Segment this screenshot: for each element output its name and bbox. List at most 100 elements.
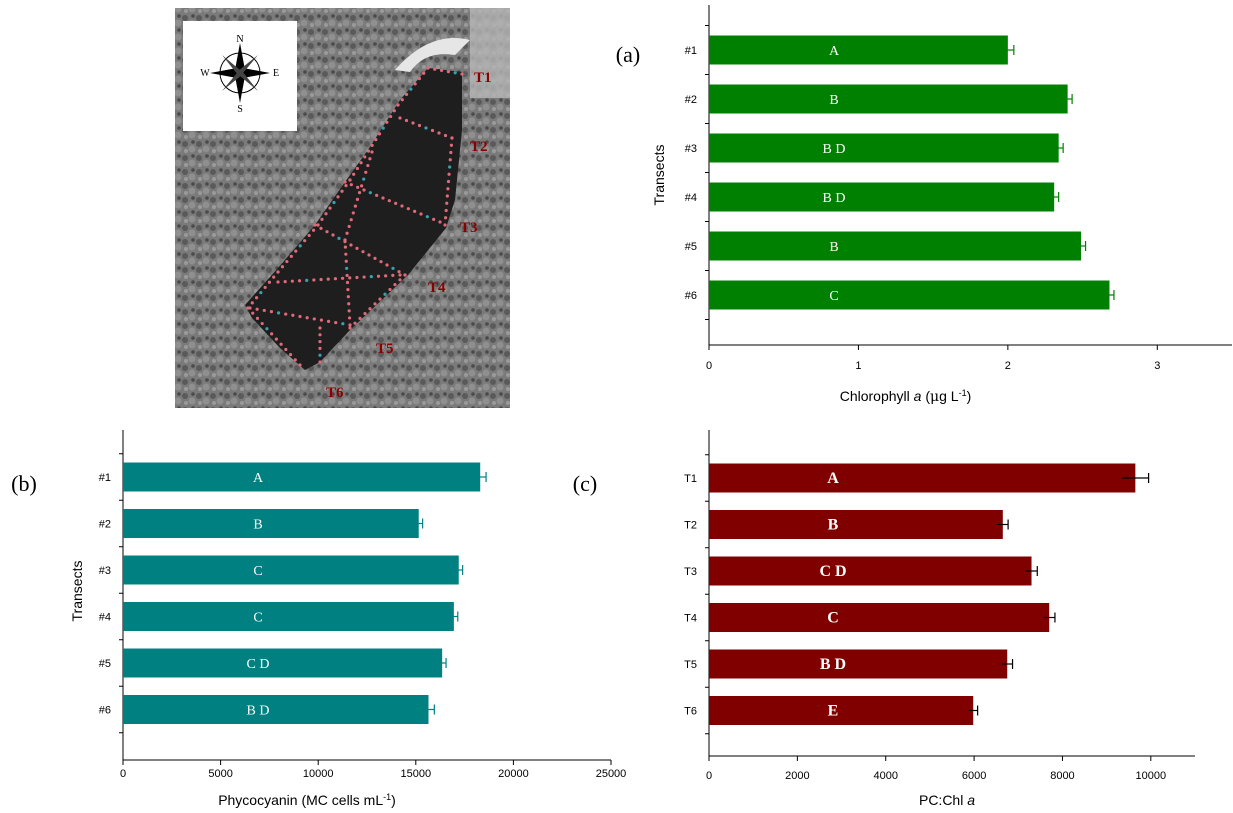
transect-dot — [346, 287, 350, 292]
transect-dot — [358, 316, 362, 320]
transect-dot — [298, 244, 302, 248]
transect-dot — [349, 183, 353, 187]
compass-rose-icon: N S E W — [183, 21, 297, 131]
transect-dot — [375, 193, 379, 197]
transect-dot — [445, 201, 449, 205]
chart-b-phycocyanin: (b) 0 5000 10000 15000 20000 25000 #1 A #2 B #3 C #4 C… — [11, 430, 626, 808]
transect-dot — [373, 302, 377, 306]
transect-dot — [449, 143, 454, 147]
transect-dot — [305, 278, 309, 282]
transect-dot — [432, 217, 436, 221]
transect-dot — [307, 233, 311, 238]
transect-dot — [334, 320, 338, 325]
transect-dot — [366, 163, 370, 168]
group-letter-label: A — [827, 470, 839, 487]
transect-dot — [453, 71, 457, 75]
transect-dot — [288, 353, 293, 357]
bar-b-4 — [123, 602, 454, 631]
transect-dot — [355, 197, 360, 201]
x-tick-label: 2000 — [785, 770, 809, 782]
transect-dot — [283, 279, 287, 284]
x-tick-label: 0 — [706, 360, 712, 372]
map-transect-label-t5: T5 — [376, 341, 394, 357]
bar-a-1 — [709, 35, 1008, 65]
transect-dot — [337, 236, 341, 240]
bar-b-2 — [123, 509, 419, 538]
transect-dot — [279, 342, 283, 346]
bar-c-3 — [709, 556, 1032, 586]
transect-dot — [381, 196, 385, 200]
panel-label-c: (c) — [573, 471, 597, 496]
transect-dot — [312, 317, 316, 321]
bar-b-3 — [123, 555, 459, 585]
transect-dot — [443, 133, 448, 138]
transect-dot — [311, 228, 316, 232]
transect-dot — [398, 116, 402, 120]
transect-dot — [343, 245, 348, 249]
transect-dot — [370, 150, 374, 154]
transect-dot — [355, 275, 359, 280]
transect-dot — [367, 253, 371, 257]
transect-dot — [368, 307, 372, 311]
transect-dot — [344, 259, 348, 263]
transect-dot — [360, 184, 364, 188]
transect-dot — [426, 66, 430, 70]
transect-dot — [348, 178, 352, 182]
transect-dot — [347, 316, 352, 320]
transect-dot — [347, 224, 351, 229]
transect-dot — [265, 327, 269, 331]
transect-dot — [440, 68, 444, 72]
transect-dot — [343, 180, 347, 184]
transect-dot — [293, 358, 297, 362]
bar-c-5 — [709, 649, 1008, 679]
bar-c-1 — [709, 463, 1136, 493]
transect-dot — [267, 280, 272, 284]
transect-dot — [328, 206, 332, 210]
transect-dot — [348, 326, 352, 330]
x-tick-label: 0 — [706, 770, 712, 782]
y-axis-title: Transects — [69, 561, 85, 622]
transect-dot — [446, 179, 451, 184]
transect-dot — [381, 126, 385, 130]
transect-dot — [326, 319, 331, 323]
transect-dot — [422, 71, 426, 75]
x-tick-label: 0 — [120, 768, 126, 780]
transect-dot — [446, 70, 450, 74]
transect-dot — [404, 118, 409, 123]
transect-dot — [352, 172, 356, 176]
transect-dot — [355, 166, 359, 171]
category-label: #3 — [99, 565, 111, 577]
transect-dot — [398, 273, 402, 277]
transect-dot — [344, 184, 348, 188]
transect-dot — [437, 131, 441, 135]
transect-dot — [444, 208, 448, 213]
transect-dot — [263, 285, 267, 290]
bar-a-3 — [709, 133, 1059, 163]
transect-dot — [318, 340, 322, 344]
transect-dot — [269, 310, 274, 314]
category-label: #5 — [685, 241, 697, 253]
transect-dot — [394, 201, 398, 205]
transect-dot — [259, 290, 263, 295]
transect-dot — [344, 252, 348, 256]
transect-dot — [447, 172, 451, 176]
x-tick-label: 10000 — [303, 768, 334, 780]
group-letter-label: C — [253, 564, 262, 579]
group-letter-label: E — [828, 703, 839, 720]
transect-dot — [276, 280, 280, 284]
group-letter-label: C — [829, 289, 838, 304]
transect-dot — [366, 149, 371, 153]
transect-dot — [368, 157, 372, 161]
group-letter-label: B — [828, 517, 839, 534]
transect-dot — [345, 231, 349, 235]
transect-dot — [448, 158, 452, 162]
x-tick-label: 5000 — [208, 768, 232, 780]
transect-dot — [284, 347, 288, 352]
transect-dot — [345, 280, 350, 285]
x-axis-title: Chlorophyll a (μg L-1) — [840, 388, 972, 405]
transect-dot — [345, 266, 349, 270]
transect-dot — [413, 209, 417, 213]
x-tick-label: 2 — [1005, 360, 1011, 372]
transect-dot — [356, 185, 360, 189]
bar-a-2 — [709, 84, 1068, 114]
